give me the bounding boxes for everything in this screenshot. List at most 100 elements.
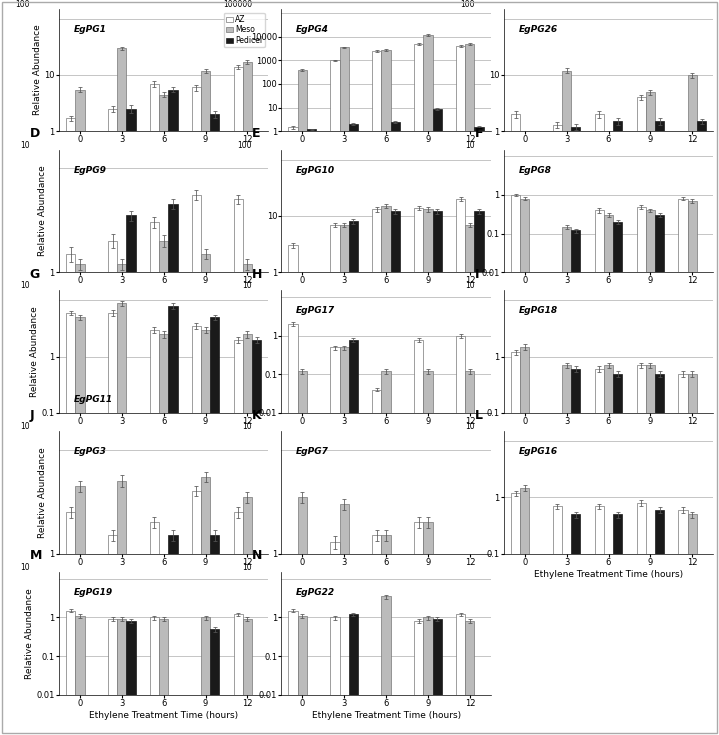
Y-axis label: Relative Abundance: Relative Abundance	[32, 25, 42, 115]
Bar	[414, 621, 423, 735]
Bar	[604, 215, 613, 735]
Bar	[75, 616, 85, 735]
Bar	[298, 616, 307, 735]
Bar	[66, 512, 75, 735]
Bar	[150, 523, 159, 735]
Text: EgPG1: EgPG1	[73, 25, 106, 34]
Bar	[349, 124, 358, 735]
Text: EgPG9: EgPG9	[73, 165, 106, 175]
Y-axis label: Relative Abundance: Relative Abundance	[24, 588, 34, 678]
Bar	[433, 619, 441, 735]
Bar	[288, 611, 298, 735]
Text: E: E	[252, 127, 260, 140]
Bar	[339, 224, 349, 735]
Bar	[465, 44, 475, 735]
Bar	[108, 109, 117, 735]
Bar	[372, 209, 382, 735]
Bar	[150, 617, 159, 735]
Bar	[168, 90, 178, 735]
Text: 10: 10	[464, 140, 475, 150]
Bar	[288, 127, 298, 735]
Text: 100: 100	[460, 0, 475, 9]
Bar	[414, 523, 423, 735]
Bar	[655, 121, 664, 735]
Text: 100: 100	[15, 0, 29, 9]
Bar	[159, 95, 168, 735]
Bar	[687, 75, 697, 735]
Bar	[298, 497, 307, 735]
Bar	[613, 121, 623, 735]
Bar	[117, 481, 127, 735]
Text: M: M	[29, 549, 42, 562]
Bar	[382, 371, 390, 735]
Bar	[423, 371, 433, 735]
Bar	[414, 340, 423, 735]
Text: EgPG26: EgPG26	[518, 25, 557, 34]
Text: EgPG8: EgPG8	[518, 165, 551, 175]
Bar	[655, 373, 664, 735]
Bar	[331, 60, 339, 735]
Bar	[108, 313, 117, 735]
Y-axis label: Relative Abundance: Relative Abundance	[38, 165, 47, 257]
Bar	[687, 514, 697, 735]
Bar	[465, 371, 475, 735]
Bar	[511, 195, 520, 735]
Bar	[168, 306, 178, 735]
Bar	[331, 542, 339, 735]
Bar	[234, 512, 243, 735]
Bar	[66, 313, 75, 735]
Bar	[382, 535, 390, 735]
Text: 10: 10	[20, 563, 29, 572]
Bar	[75, 90, 85, 735]
Bar	[201, 254, 210, 735]
X-axis label: Ethylene Treatment Time (hours): Ethylene Treatment Time (hours)	[534, 570, 683, 578]
Bar	[192, 326, 201, 735]
Bar	[349, 340, 358, 735]
Bar	[75, 264, 85, 735]
Bar	[475, 212, 484, 735]
Bar	[201, 330, 210, 735]
Bar	[562, 71, 571, 735]
Bar	[414, 44, 423, 735]
Bar	[697, 121, 706, 735]
Bar	[423, 617, 433, 735]
Bar	[117, 303, 127, 735]
Bar	[349, 221, 358, 735]
Bar	[613, 222, 623, 735]
Bar	[456, 199, 465, 735]
Bar	[331, 224, 339, 735]
Bar	[159, 334, 168, 735]
Bar	[298, 371, 307, 735]
Bar	[243, 619, 252, 735]
Bar	[234, 614, 243, 735]
Bar	[456, 336, 465, 735]
Bar	[150, 330, 159, 735]
Text: 10: 10	[464, 423, 475, 431]
Bar	[210, 115, 219, 735]
Bar	[201, 71, 210, 735]
Bar	[511, 115, 520, 735]
Text: L: L	[475, 409, 482, 421]
Bar	[339, 48, 349, 735]
Bar	[331, 348, 339, 735]
Text: 100000: 100000	[223, 0, 252, 9]
Bar	[679, 373, 687, 735]
Bar	[159, 619, 168, 735]
Text: 10: 10	[20, 140, 29, 150]
Bar	[433, 109, 441, 735]
Bar	[372, 390, 382, 735]
Text: H: H	[252, 268, 262, 281]
Bar	[288, 324, 298, 735]
Bar	[562, 365, 571, 735]
Bar	[456, 46, 465, 735]
Bar	[288, 245, 298, 735]
Text: 100: 100	[237, 140, 252, 150]
Bar	[553, 506, 562, 735]
Bar	[511, 493, 520, 735]
Bar	[75, 486, 85, 735]
Bar	[687, 373, 697, 735]
Bar	[595, 210, 604, 735]
Text: D: D	[29, 127, 40, 140]
Text: EgPG10: EgPG10	[296, 165, 335, 175]
Text: 10: 10	[464, 282, 475, 290]
